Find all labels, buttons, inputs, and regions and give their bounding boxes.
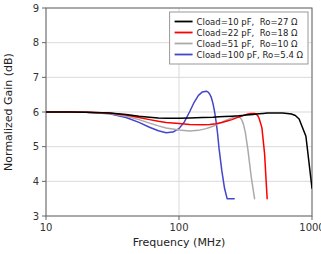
axes: 10 100 1000 3 4 5 6 7 8 9: [33, 3, 321, 234]
y-axis-label: Normalized Gain (dB): [2, 53, 15, 171]
y-tick: [42, 146, 46, 147]
x-tick: [46, 216, 47, 220]
y-tick: [42, 77, 46, 78]
x-tick-label: 100: [169, 222, 188, 233]
y-tick-label: 5: [33, 141, 39, 152]
legend-swatch: [175, 43, 193, 45]
legend: Cload=10 pF, Ro=27 ΩCload=22 pF, Ro=18 Ω…: [170, 12, 308, 64]
series-line: [46, 112, 267, 199]
y-tick-label: 7: [33, 72, 39, 83]
grid: [46, 8, 312, 216]
legend-label: Cload=22 pF, Ro=18 Ω: [197, 28, 298, 38]
x-tick: [312, 216, 313, 220]
y-tick-label: 6: [33, 107, 39, 118]
legend-label: Cload=100 pF, Ro=5.4 Ω: [197, 50, 304, 60]
legend-label: Cload=51 pF, Ro=10 Ω: [197, 39, 298, 49]
y-tick: [42, 112, 46, 113]
series-line: [46, 112, 312, 188]
x-tick: [179, 216, 180, 220]
chart: 10 100 1000 3 4 5 6 7 8 9 Frequency (MHz) Normalize…: [0, 0, 321, 254]
y-tick: [42, 181, 46, 182]
y-tick-label: 9: [33, 3, 39, 14]
legend-swatch: [175, 21, 193, 23]
plot-frame: [46, 8, 312, 216]
y-tick: [42, 216, 46, 217]
y-tick-label: 3: [33, 211, 39, 222]
legend-swatch: [175, 32, 193, 34]
series-line: [46, 112, 255, 199]
x-tick-label: 1000: [299, 222, 321, 233]
lines: [46, 91, 312, 198]
y-tick-label: 8: [33, 37, 39, 48]
legend-label: Cload=10 pF, Ro=27 Ω: [197, 17, 298, 27]
legend-swatch: [175, 54, 193, 56]
y-tick-label: 4: [33, 176, 39, 187]
plot-area: [46, 8, 312, 216]
x-axis-label: Frequency (MHz): [133, 236, 225, 249]
y-tick: [42, 42, 46, 43]
y-grid-line: [46, 77, 312, 78]
x-tick-label: 10: [40, 222, 53, 233]
y-tick: [42, 8, 46, 9]
y-grid-line: [46, 146, 312, 147]
y-grid-line: [46, 181, 312, 182]
series-line: [46, 91, 234, 198]
legend-box: [170, 12, 308, 64]
